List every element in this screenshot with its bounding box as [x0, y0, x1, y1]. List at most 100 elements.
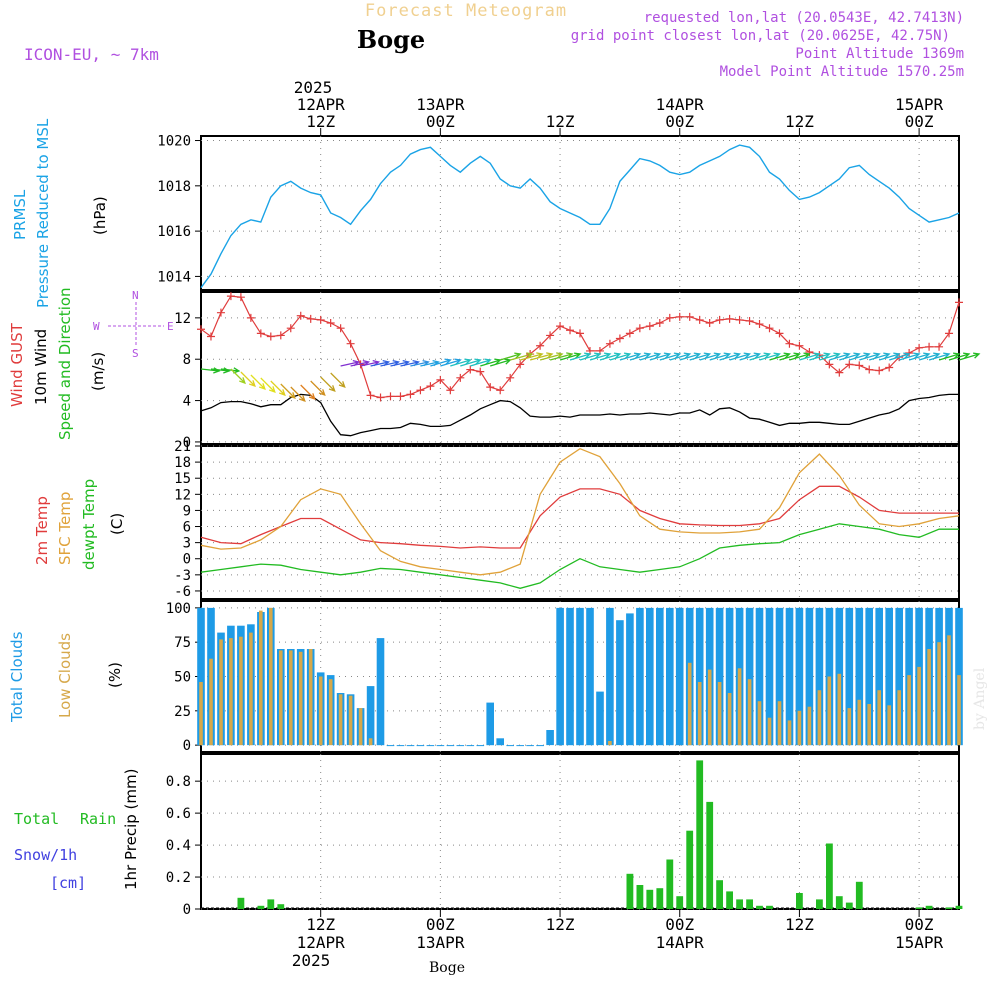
compass-w: W — [93, 320, 100, 333]
precip-bar — [277, 904, 285, 909]
precip-bar — [756, 905, 763, 909]
ytick-label: 100 — [166, 601, 191, 617]
temp-unit: (C) — [108, 513, 126, 535]
total-cloud-bar — [586, 607, 594, 746]
gust-point — [266, 332, 275, 341]
gust-point — [845, 360, 854, 369]
low-cloud-bar — [697, 682, 702, 746]
top-tick-date: 14APR — [656, 95, 705, 114]
gust-point — [256, 329, 265, 338]
total-cloud-bar — [516, 745, 524, 747]
precip-bar — [706, 801, 714, 909]
precip-bar — [626, 873, 634, 909]
ytick-label: 12 — [174, 487, 191, 503]
precip-bar — [915, 907, 923, 909]
gust-point — [496, 386, 505, 395]
pressure-label-b: Pressure Reduced to MSL — [34, 118, 52, 308]
precip-bar — [716, 880, 723, 909]
low-cloud-bar — [827, 676, 832, 746]
requested-coords: requested lon,lat (20.0543E, 42.7413N) — [644, 10, 964, 26]
low-cloud-bar — [259, 610, 263, 746]
wind-direction-arrow — [210, 367, 231, 374]
ytick-label: 0.6 — [166, 806, 191, 822]
cloud-unit: (%) — [106, 662, 124, 688]
low-cloud-bar — [877, 690, 881, 746]
gust-point — [426, 382, 435, 391]
wind-direction-arrow — [769, 352, 791, 361]
gust-point — [955, 298, 963, 307]
low-cloud-bar — [348, 695, 353, 746]
top-tick-date: 15APR — [895, 95, 944, 114]
ytick-label: 0.4 — [166, 838, 191, 854]
gust-point — [286, 324, 295, 333]
total-cloud-bar — [675, 607, 684, 746]
wind-direction-arrow — [270, 380, 286, 397]
low-cloud-bar — [328, 679, 333, 746]
precip-bar — [746, 899, 753, 909]
low-cloud-bar — [368, 738, 373, 746]
wind-direction-arrow — [280, 383, 296, 400]
gust-point — [306, 314, 315, 323]
wind-direction-arrow — [908, 352, 931, 361]
precip-bar — [945, 907, 953, 909]
footer-label: Boge — [429, 960, 465, 976]
wind-direction-arrow — [549, 352, 574, 361]
gust-point — [725, 314, 734, 323]
low-cloud-bar — [608, 741, 612, 746]
precip-bar — [955, 905, 963, 909]
ytick-label: 15 — [174, 471, 191, 487]
total-cloud-bar — [815, 607, 824, 746]
ytick-label: 1020 — [157, 134, 191, 150]
low-cloud-bar — [219, 639, 223, 746]
low-cloud-bar — [767, 717, 772, 746]
wind-direction-arrow — [539, 352, 564, 361]
compass-n: N — [132, 289, 139, 302]
precip-bar — [636, 885, 644, 909]
ytick-label: 0 — [183, 435, 191, 451]
top-tick-date: 12APR — [297, 95, 346, 114]
temp-dewpt-line — [200, 523, 959, 589]
wind-direction-arrow — [739, 352, 762, 361]
gust-point — [416, 386, 425, 395]
pressure-line — [200, 144, 960, 289]
precip-bar — [257, 905, 265, 909]
ytick-label: 25 — [174, 704, 191, 720]
pressure-label-a: PRMSL — [11, 189, 29, 240]
ytick-label: -3 — [174, 568, 191, 584]
low-cloud-bar — [857, 699, 862, 746]
precip-bar — [696, 760, 704, 909]
precip-label-c: Snow/1h — [14, 846, 77, 864]
gust-point — [945, 329, 954, 338]
wind-direction-arrow — [849, 352, 871, 361]
low-cloud-bar — [358, 708, 363, 746]
bottom-tick-time: 12Z — [306, 915, 335, 934]
gust-point — [685, 312, 694, 321]
wind-direction-arrow — [789, 352, 811, 361]
gust-point — [316, 315, 325, 324]
total-cloud-bar — [845, 607, 854, 746]
gust-point — [935, 342, 944, 351]
total-cloud-bar — [805, 607, 814, 746]
wind-direction-arrow — [260, 377, 276, 394]
wind-direction-arrow — [619, 352, 642, 361]
low-cloud-bar — [269, 607, 273, 746]
bottom-tick-date: 14APR — [656, 933, 705, 952]
ytick-label: 12 — [174, 311, 191, 327]
gust-point — [197, 325, 205, 334]
wind-direction-arrow — [460, 358, 482, 367]
point-altitude: Point Altitude 1369m — [795, 46, 964, 62]
total-cloud-bar — [506, 745, 514, 747]
ytick-label: 0 — [183, 552, 191, 568]
wind-direction-arrow — [729, 352, 752, 361]
total-cloud-bar — [755, 607, 764, 746]
gust-point — [466, 365, 475, 374]
low-cloud-bar — [897, 690, 901, 746]
wind-direction-arrow — [839, 352, 861, 361]
wind-direction-arrow — [639, 352, 662, 361]
bottom-tick-date: 15APR — [895, 933, 944, 952]
gust-point — [206, 332, 215, 341]
low-cloud-bar — [817, 690, 822, 746]
precip-bar — [726, 891, 733, 909]
gust-point — [715, 315, 724, 324]
wind-direction-arrow — [470, 358, 492, 367]
